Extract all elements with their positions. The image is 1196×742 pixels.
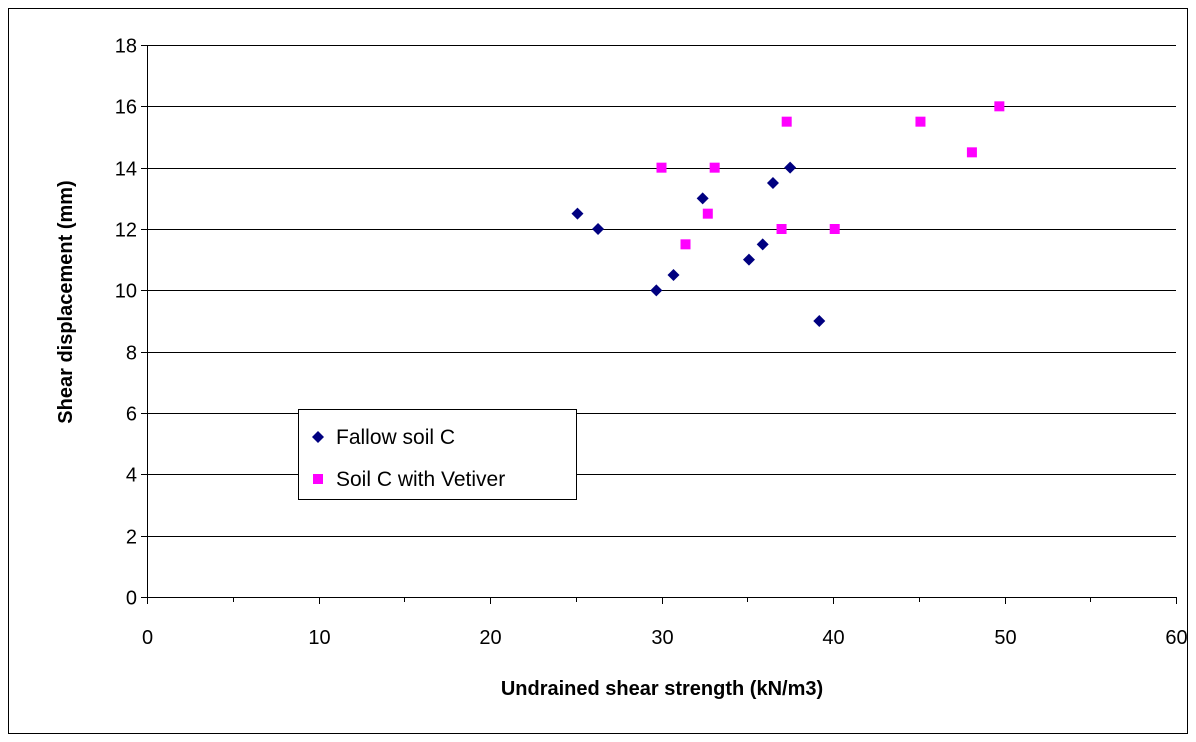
series-0 xyxy=(571,161,826,327)
x-tick-label-40: 40 xyxy=(822,627,844,649)
x-tick-label-10: 10 xyxy=(308,627,330,649)
y-tick-label-4: 4 xyxy=(126,465,137,487)
y-axis-title: Shear displacement (mm) xyxy=(55,180,77,423)
point-soil-c-with-vetiver-1 xyxy=(680,239,691,250)
point-soil-c-with-vetiver-8 xyxy=(966,147,977,158)
x-tick-label-20: 20 xyxy=(479,627,501,649)
y-tick-label-6: 6 xyxy=(126,404,137,426)
point-soil-c-with-vetiver-3 xyxy=(709,162,720,173)
point-soil-c-with-vetiver-2 xyxy=(702,208,713,219)
point-soil-c-with-vetiver-6 xyxy=(829,224,840,234)
legend-marker-fallow-soil-c xyxy=(312,431,324,443)
legend-label-fallow-soil-c: Fallow soil C xyxy=(336,426,455,449)
point-fallow-soil-c-5 xyxy=(742,253,755,266)
axes xyxy=(141,45,1177,604)
legend: Fallow soil C Soil C with Vetiver xyxy=(298,409,577,500)
point-fallow-soil-c-1 xyxy=(592,223,605,235)
x-tick-label-0: 0 xyxy=(142,627,153,649)
y-tick-labels: 0 2 4 6 8 10 12 14 16 18 xyxy=(115,36,137,610)
point-fallow-soil-c-7 xyxy=(766,177,779,189)
point-soil-c-with-vetiver-7 xyxy=(915,116,926,127)
point-soil-c-with-vetiver-5 xyxy=(781,116,792,127)
y-tick-label-0: 0 xyxy=(126,588,137,610)
x-tick-labels: 0 10 20 30 40 50 60 xyxy=(142,627,1188,649)
x-tick-label-30: 30 xyxy=(651,627,673,649)
legend-box xyxy=(298,409,577,500)
legend-marker-soil-c-with-vetiver xyxy=(313,474,323,484)
point-fallow-soil-c-8 xyxy=(784,161,797,174)
chart-area-border xyxy=(8,8,1188,734)
point-soil-c-with-vetiver-9 xyxy=(994,101,1005,112)
y-tick-label-8: 8 xyxy=(126,343,137,365)
x-axis-title: Undrained shear strength (kN/m3) xyxy=(501,678,823,700)
x-tick-label-50: 50 xyxy=(994,627,1016,649)
point-fallow-soil-c-9 xyxy=(813,315,826,327)
y-tick-label-2: 2 xyxy=(126,527,137,549)
y-tick-label-16: 16 xyxy=(115,97,137,119)
point-fallow-soil-c-2 xyxy=(650,284,663,297)
y-tick-label-14: 14 xyxy=(115,159,137,181)
point-fallow-soil-c-6 xyxy=(756,238,769,251)
legend-label-soil-c-with-vetiver: Soil C with Vetiver xyxy=(336,468,505,491)
point-fallow-soil-c-0 xyxy=(571,207,584,220)
x-tick-label-60: 60 xyxy=(1165,627,1187,649)
data-points xyxy=(571,101,1005,327)
point-fallow-soil-c-4 xyxy=(696,192,709,205)
point-soil-c-with-vetiver-4 xyxy=(776,224,787,234)
point-soil-c-with-vetiver-0 xyxy=(656,162,667,173)
y-tick-label-18: 18 xyxy=(115,36,137,58)
y-tick-label-12: 12 xyxy=(115,220,137,242)
point-fallow-soil-c-3 xyxy=(667,269,680,281)
series-1 xyxy=(656,101,1005,250)
y-tick-label-10: 10 xyxy=(115,281,137,303)
